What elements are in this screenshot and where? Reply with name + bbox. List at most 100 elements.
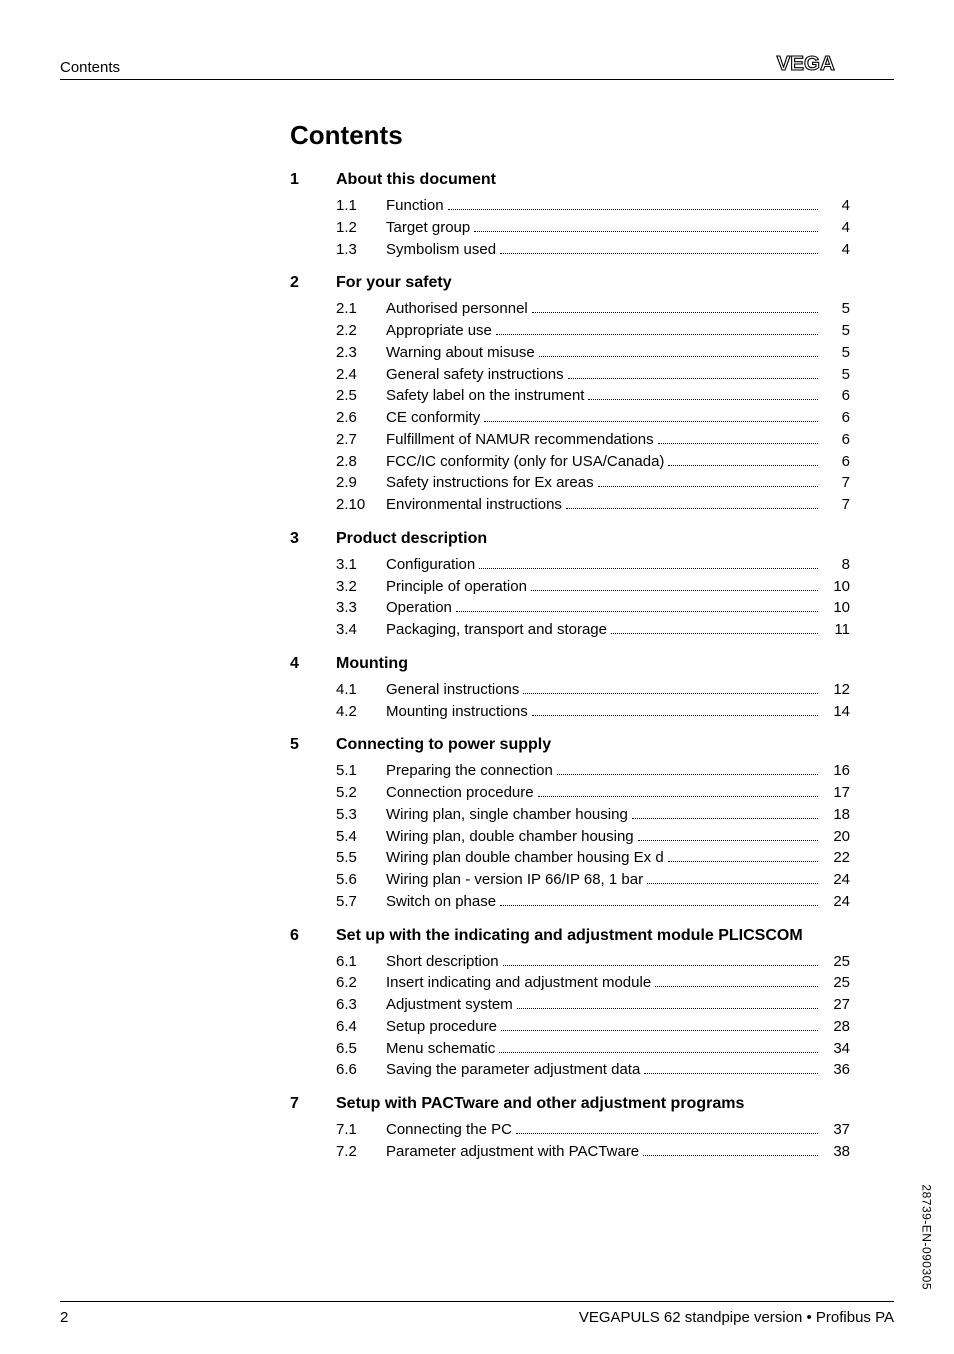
- entry-page: 38: [822, 1141, 850, 1163]
- entry-title: CE conformity: [386, 407, 480, 429]
- entry-title: Function: [386, 195, 444, 217]
- entry-page: 4: [822, 195, 850, 217]
- entry-title: Parameter adjustment with PACTware: [386, 1141, 639, 1163]
- page: Contents VEGA Contents 1About this docum…: [0, 0, 954, 1354]
- entry-title: Safety instructions for Ex areas: [386, 472, 594, 494]
- section-number: 2: [290, 274, 336, 292]
- entry-page: 24: [822, 891, 850, 913]
- leader-dots: [516, 1121, 818, 1134]
- entry-page: 7: [822, 472, 850, 494]
- entry-number: 7.2: [336, 1141, 386, 1163]
- toc-entry: 5.7Switch on phase24: [336, 891, 850, 913]
- entry-title: Wiring plan, single chamber housing: [386, 804, 628, 826]
- toc-entry: 2.1Authorised personnel5: [336, 298, 850, 320]
- entry-number: 7.1: [336, 1119, 386, 1141]
- entry-page: 37: [822, 1119, 850, 1141]
- entry-title: Fulfillment of NAMUR recommendations: [386, 429, 654, 451]
- entry-number: 5.4: [336, 826, 386, 848]
- entry-number: 2.10: [336, 494, 386, 516]
- toc-entry: 2.5Safety label on the instrument 6: [336, 385, 850, 407]
- toc-entry: 1.3Symbolism used 4: [336, 239, 850, 261]
- toc-entry: 2.7Fulfillment of NAMUR recommendations 6: [336, 429, 850, 451]
- running-head: Contents VEGA: [60, 50, 894, 80]
- toc-entry: 6.4Setup procedure28: [336, 1016, 850, 1038]
- entry-page: 6: [822, 385, 850, 407]
- toc-entry: 6.5Menu schematic34: [336, 1038, 850, 1060]
- section-heading: 6Set up with the indicating and adjustme…: [290, 927, 850, 945]
- section-title: Set up with the indicating and adjustmen…: [336, 927, 850, 945]
- entry-title: Adjustment system: [386, 994, 513, 1016]
- toc-section: 5Connecting to power supply 5.1Preparing …: [290, 736, 850, 912]
- entry-title: General instructions: [386, 679, 519, 701]
- entry-page: 34: [822, 1038, 850, 1060]
- leader-dots: [503, 953, 818, 966]
- entry-page: 6: [822, 429, 850, 451]
- leader-dots: [484, 409, 818, 422]
- entry-number: 2.5: [336, 385, 386, 407]
- entry-number: 2.7: [336, 429, 386, 451]
- entry-page: 24: [822, 869, 850, 891]
- entry-title: Setup procedure: [386, 1016, 497, 1038]
- section-number: 7: [290, 1095, 336, 1113]
- section-number: 1: [290, 171, 336, 189]
- entry-title: Principle of operation: [386, 576, 527, 598]
- toc-entry: 2.9Safety instructions for Ex areas7: [336, 472, 850, 494]
- entry-title: Safety label on the instrument: [386, 385, 584, 407]
- entry-number: 3.4: [336, 619, 386, 641]
- toc-section: 2For your safety2.1Authorised personnel5…: [290, 274, 850, 516]
- entry-title: Short description: [386, 951, 499, 973]
- toc-entry: 6.3Adjustment system27: [336, 994, 850, 1016]
- leader-dots: [500, 241, 818, 254]
- section-heading: 2For your safety: [290, 274, 850, 292]
- leader-dots: [566, 496, 818, 509]
- section-heading: 5Connecting to power supply: [290, 736, 850, 754]
- entry-title: Environmental instructions: [386, 494, 562, 516]
- leader-dots: [655, 974, 818, 987]
- entry-title: Preparing the connection: [386, 760, 553, 782]
- entry-page: 8: [822, 554, 850, 576]
- leader-dots: [643, 1143, 818, 1156]
- section-heading: 1About this document: [290, 171, 850, 189]
- toc-entry: 5.1Preparing the connection16: [336, 760, 850, 782]
- entry-title: Wiring plan - version IP 66/IP 68, 1 bar: [386, 869, 643, 891]
- toc-entry: 3.2Principle of operation10: [336, 576, 850, 598]
- toc-entry: 2.6CE conformity6: [336, 407, 850, 429]
- leader-dots: [668, 849, 818, 862]
- leader-dots: [456, 599, 818, 612]
- entry-number: 3.3: [336, 597, 386, 619]
- running-head-label: Contents: [60, 59, 120, 76]
- leader-dots: [598, 474, 818, 487]
- entry-number: 6.2: [336, 972, 386, 994]
- entry-page: 4: [822, 239, 850, 261]
- toc-entry: 1.2Target group4: [336, 217, 850, 239]
- entry-title: Symbolism used: [386, 239, 496, 261]
- toc-entry: 1.1Function4: [336, 195, 850, 217]
- leader-dots: [496, 322, 818, 335]
- entry-number: 2.2: [336, 320, 386, 342]
- toc-entry: 5.3Wiring plan, single chamber housing18: [336, 804, 850, 826]
- entry-number: 2.8: [336, 451, 386, 473]
- entry-title: General safety instructions: [386, 364, 564, 386]
- toc-section: 6Set up with the indicating and adjustme…: [290, 927, 850, 1082]
- entry-number: 5.7: [336, 891, 386, 913]
- entry-number: 1.3: [336, 239, 386, 261]
- entry-title: Appropriate use: [386, 320, 492, 342]
- section-title: Connecting to power supply: [336, 736, 850, 754]
- entry-title: Authorised personnel: [386, 298, 528, 320]
- leader-dots: [474, 219, 818, 232]
- leader-dots: [658, 431, 818, 444]
- entry-page: 11: [822, 619, 850, 641]
- entry-page: 10: [822, 597, 850, 619]
- entry-title: Connection procedure: [386, 782, 534, 804]
- entry-page: 6: [822, 407, 850, 429]
- entry-number: 2.1: [336, 298, 386, 320]
- toc-entry: 3.1Configuration8: [336, 554, 850, 576]
- entry-page: 5: [822, 364, 850, 386]
- toc-section: 3Product description3.1Configuration83.2…: [290, 530, 850, 641]
- entry-page: 5: [822, 342, 850, 364]
- entry-title: Warning about misuse: [386, 342, 535, 364]
- section-title: About this document: [336, 171, 850, 189]
- toc-entry: 2.10Environmental instructions7: [336, 494, 850, 516]
- entry-number: 2.3: [336, 342, 386, 364]
- entry-number: 4.1: [336, 679, 386, 701]
